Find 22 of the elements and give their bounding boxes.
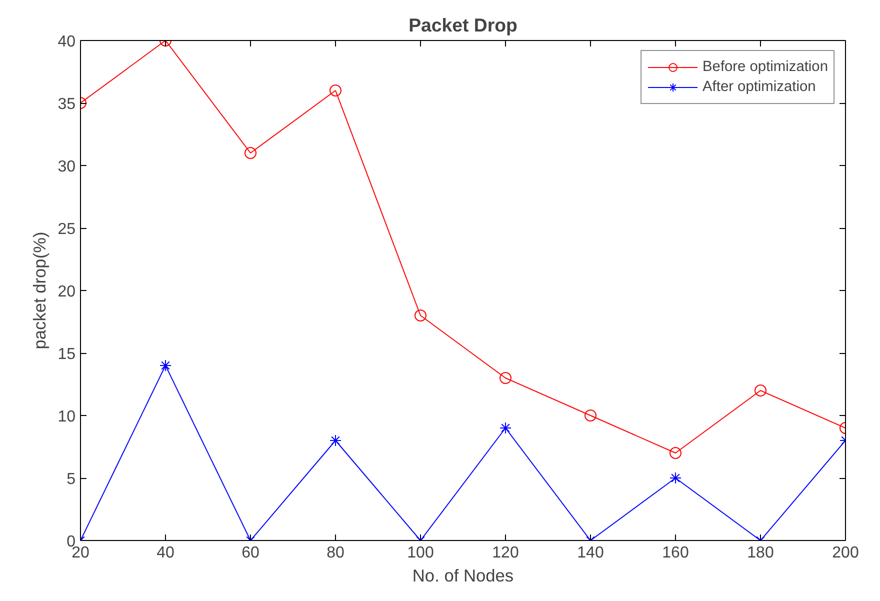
y-tick-label: 10 [58,408,76,426]
x-tick-label: 100 [407,544,434,562]
x-tick-label: 80 [326,544,344,562]
x-tick-label: 140 [577,544,604,562]
chart-title: Packet Drop [408,14,518,36]
x-tick-label: 200 [832,544,859,562]
y-tick-label: 30 [58,158,76,176]
y-tick-label: 20 [58,284,76,300]
x-tick-label: 160 [662,544,689,562]
y-tick-label: 40 [58,34,76,50]
legend-label: After optimization [702,79,816,95]
legend-label: Before optimization [702,59,828,75]
x-tick-label: 120 [492,544,519,562]
y-tick-label: 35 [58,96,76,113]
y-tick-label: 25 [58,221,76,238]
x-tick-label: 180 [747,544,774,562]
y-tick-label: 15 [58,346,76,363]
x-axis-title: No. of Nodes [412,566,514,586]
x-tick-label: 40 [156,544,174,562]
y-axis-title: packet drop(%) [30,232,50,350]
x-tick-label: 60 [242,544,260,562]
y-tick-label: 5 [66,471,76,488]
